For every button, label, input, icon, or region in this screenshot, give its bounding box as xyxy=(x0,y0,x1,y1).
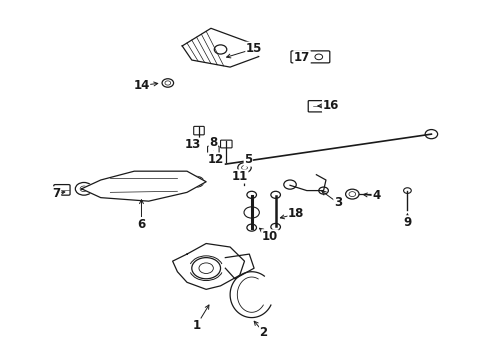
Text: 10: 10 xyxy=(261,230,278,243)
Text: 17: 17 xyxy=(293,51,309,64)
Polygon shape xyxy=(172,243,244,289)
Text: 9: 9 xyxy=(403,216,411,229)
Text: 15: 15 xyxy=(245,42,262,55)
Text: 13: 13 xyxy=(185,138,201,151)
Text: 7: 7 xyxy=(53,187,61,200)
Text: 5: 5 xyxy=(244,153,252,166)
Text: 1: 1 xyxy=(192,319,200,332)
Polygon shape xyxy=(182,28,258,67)
Text: 18: 18 xyxy=(287,207,304,220)
Text: 4: 4 xyxy=(371,189,380,202)
Polygon shape xyxy=(81,171,206,201)
Text: 14: 14 xyxy=(133,79,149,92)
Text: 16: 16 xyxy=(322,99,338,112)
Text: 3: 3 xyxy=(333,197,341,210)
Text: 8: 8 xyxy=(209,136,217,149)
Text: 11: 11 xyxy=(231,170,247,183)
Text: 12: 12 xyxy=(207,153,224,166)
Text: 2: 2 xyxy=(259,326,267,339)
Text: 6: 6 xyxy=(137,217,145,231)
